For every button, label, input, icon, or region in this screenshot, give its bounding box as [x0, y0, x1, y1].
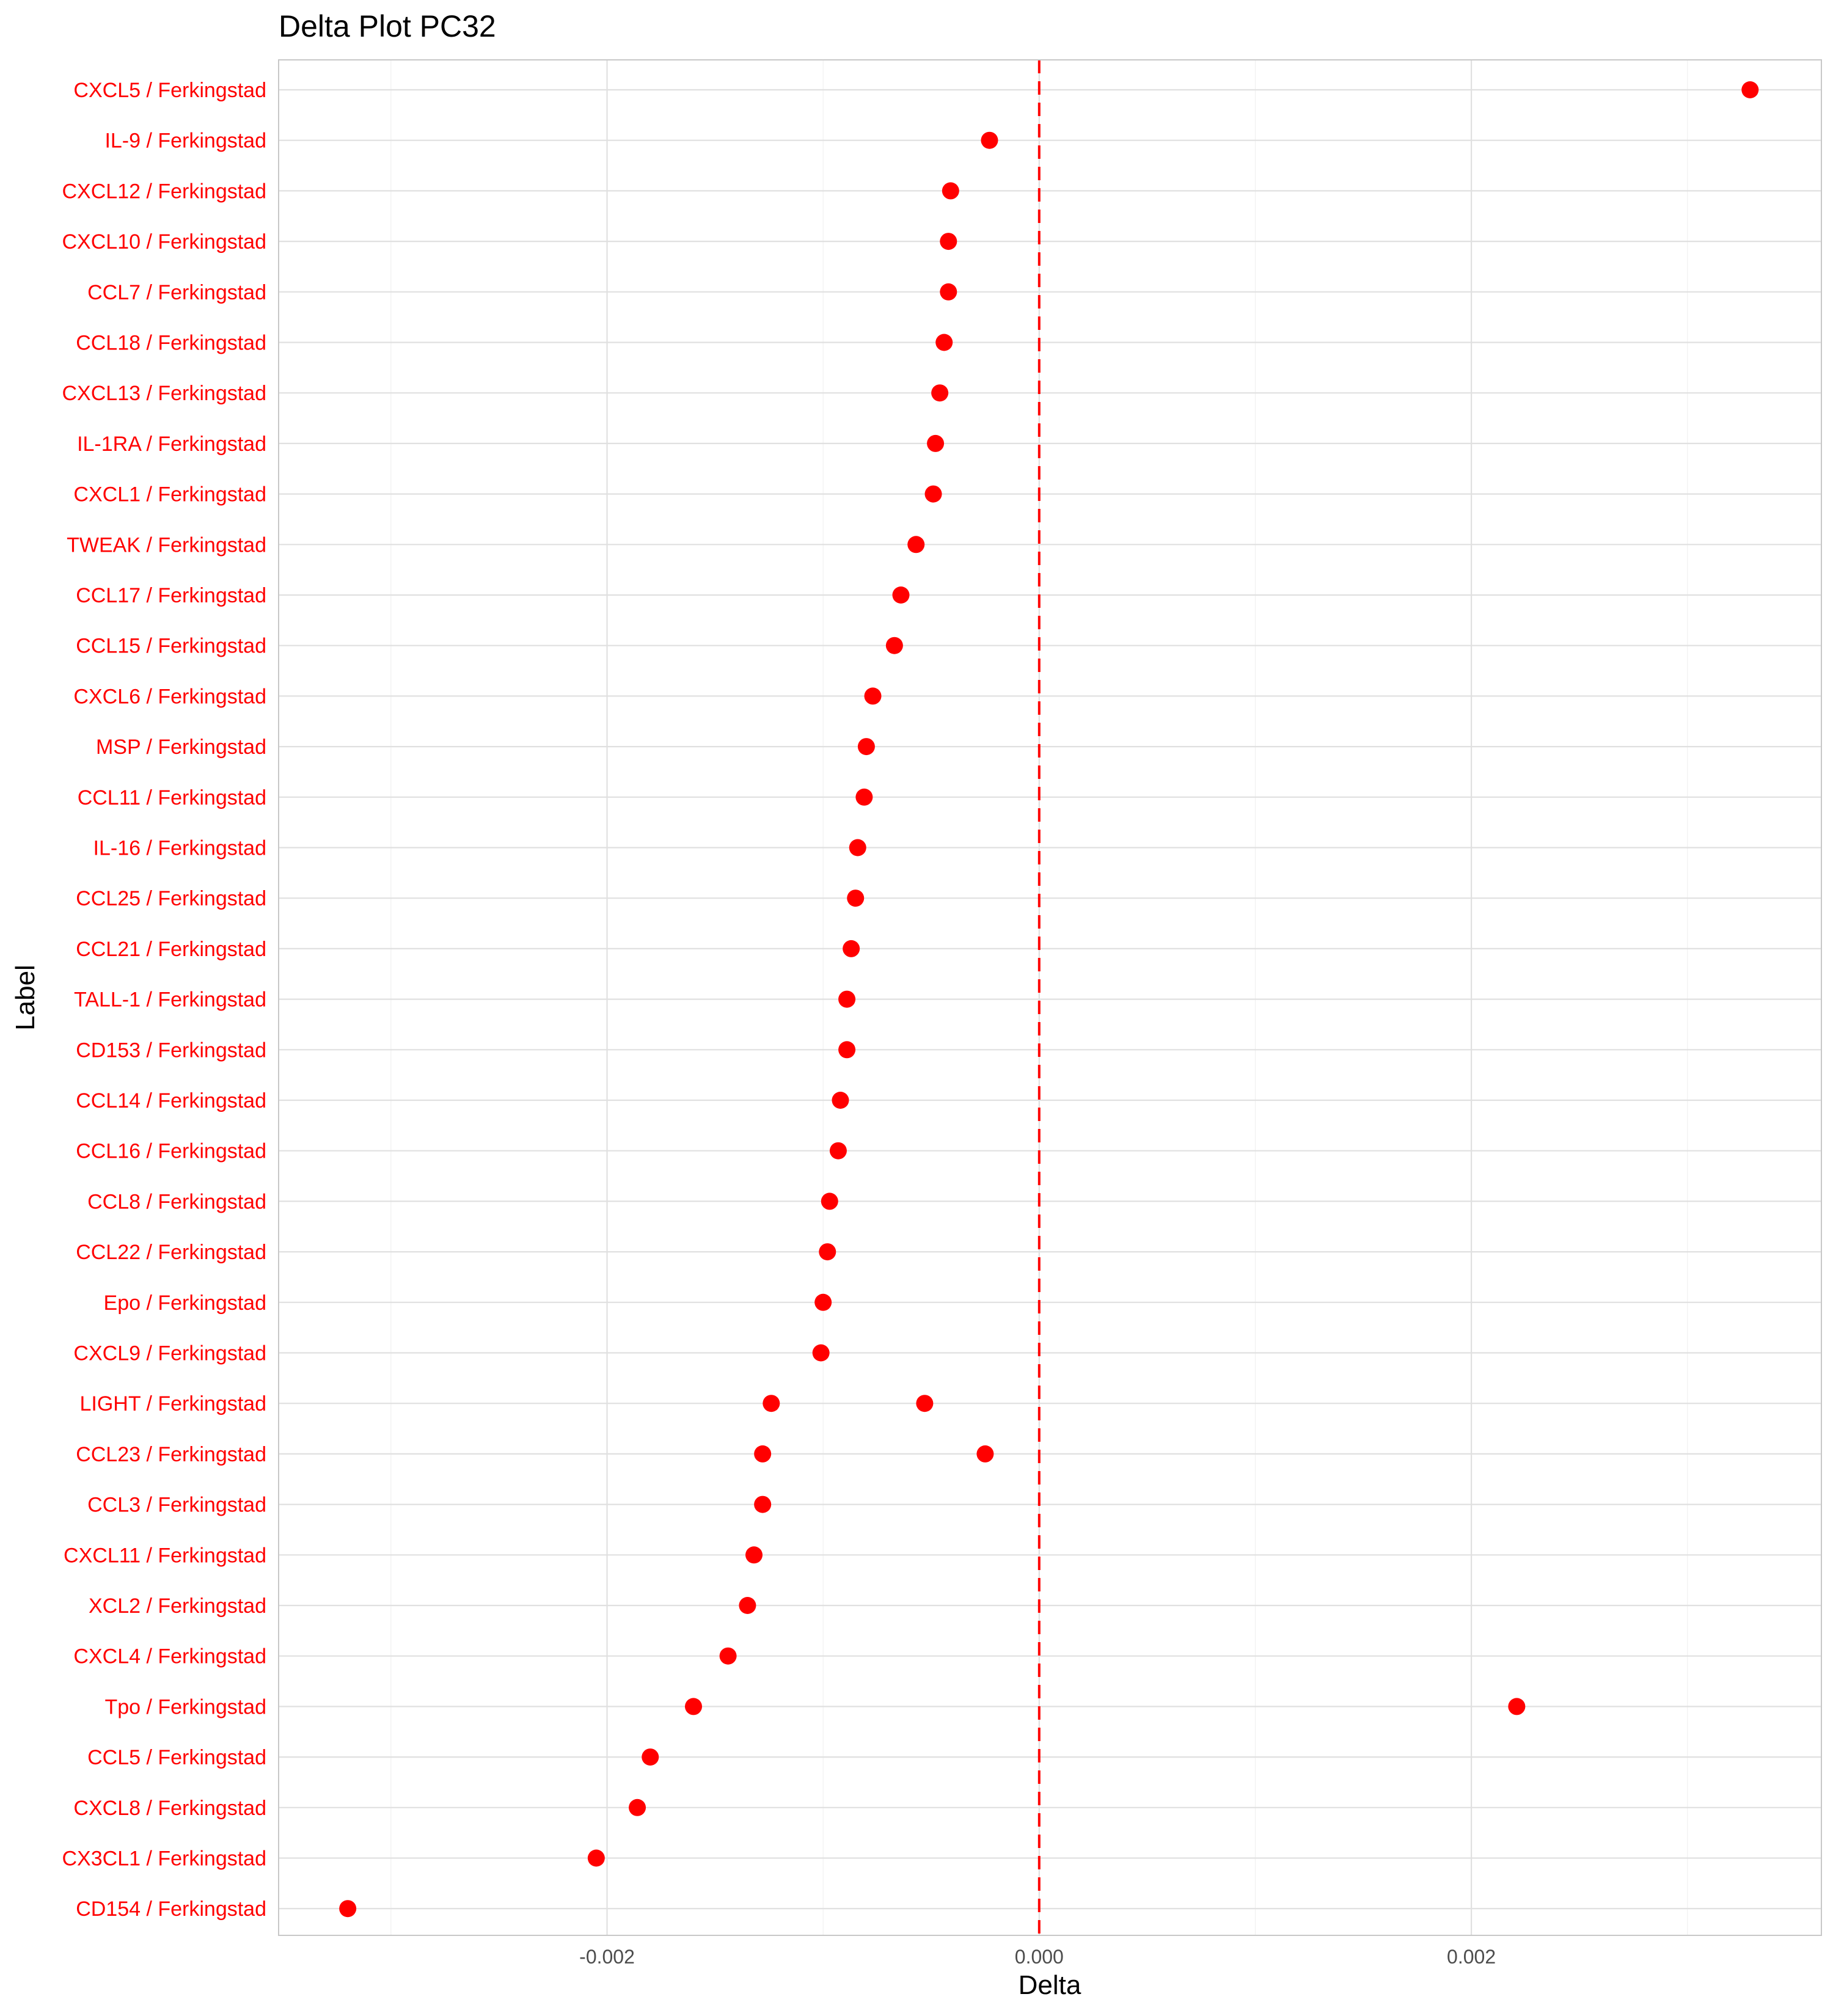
data-point — [821, 1192, 838, 1210]
data-point — [739, 1597, 756, 1614]
y-tick-label: CD154 / Ferkingstad — [76, 1897, 266, 1921]
y-tick-label: TALL-1 / Ferkingstad — [74, 988, 266, 1012]
data-point — [812, 1344, 830, 1362]
data-point — [838, 990, 856, 1008]
y-tick-label: TWEAK / Ferkingstad — [67, 533, 266, 557]
y-tick-label: CCL11 / Ferkingstad — [78, 786, 266, 809]
data-point — [940, 233, 957, 250]
y-tick-label: CCL22 / Ferkingstad — [76, 1241, 266, 1264]
y-axis-title: Label — [10, 965, 40, 1031]
data-point — [849, 839, 866, 856]
data-point — [629, 1799, 646, 1816]
data-point — [857, 738, 875, 756]
y-tick-label: CCL14 / Ferkingstad — [76, 1089, 266, 1112]
y-tick-label: Tpo / Ferkingstad — [104, 1695, 266, 1718]
data-point — [843, 940, 860, 957]
panel-border — [278, 59, 1822, 1936]
data-point — [719, 1647, 737, 1665]
x-tick-label: -0.002 — [579, 1946, 635, 1968]
x-tick-label: 0.002 — [1447, 1946, 1496, 1968]
y-axis-tick-labels: CXCL5 / Ferkingstad IL-9 / Ferkingstad CXC… — [62, 79, 267, 1921]
y-tick-label: CCL18 / Ferkingstad — [76, 332, 266, 355]
data-point — [754, 1496, 772, 1513]
data-point — [931, 384, 949, 402]
data-point — [855, 788, 873, 806]
data-point — [754, 1445, 772, 1463]
y-tick-label: CCL15 / Ferkingstad — [76, 635, 266, 658]
data-point — [587, 1849, 605, 1867]
y-tick-label: CCL21 / Ferkingstad — [76, 938, 266, 961]
data-point — [838, 1041, 856, 1059]
y-tick-label: CXCL13 / Ferkingstad — [62, 382, 267, 405]
data-point — [829, 1142, 847, 1160]
data-point — [924, 485, 942, 503]
y-tick-label: CCL23 / Ferkingstad — [76, 1443, 266, 1466]
data-point — [935, 334, 953, 351]
data-point — [916, 1395, 934, 1412]
x-axis-tick-labels: -0.002 0.000 0.002 — [579, 1946, 1496, 1968]
y-tick-label: CXCL4 / Ferkingstad — [73, 1645, 266, 1668]
points-layer — [339, 81, 1759, 1918]
chart-title: Delta Plot PC32 — [279, 9, 496, 43]
y-tick-label: CCL3 / Ferkingstad — [87, 1494, 266, 1517]
y-tick-label: CXCL8 / Ferkingstad — [73, 1797, 266, 1820]
data-point — [907, 536, 925, 553]
data-point — [763, 1395, 780, 1412]
data-point — [814, 1293, 832, 1311]
data-point — [819, 1243, 836, 1261]
y-tick-label: CCL25 / Ferkingstad — [76, 887, 266, 910]
data-point — [339, 1900, 357, 1918]
y-tick-label: IL-9 / Ferkingstad — [104, 130, 266, 153]
y-tick-label: CCL5 / Ferkingstad — [87, 1746, 266, 1769]
data-point — [892, 586, 910, 604]
data-point — [642, 1748, 659, 1766]
y-tick-label: CXCL6 / Ferkingstad — [73, 685, 266, 708]
grid-layer — [279, 60, 1821, 1935]
y-tick-label: CXCL5 / Ferkingstad — [73, 79, 266, 102]
y-tick-label: CX3CL1 / Ferkingstad — [62, 1847, 267, 1871]
y-tick-label: LIGHT / Ferkingstad — [80, 1392, 267, 1415]
y-tick-label: CCL8 / Ferkingstad — [87, 1190, 266, 1213]
x-tick-label: 0.000 — [1015, 1946, 1064, 1968]
y-tick-label: IL-16 / Ferkingstad — [93, 837, 266, 860]
data-point — [940, 283, 957, 301]
y-tick-label: CXCL9 / Ferkingstad — [73, 1342, 266, 1365]
data-point — [864, 687, 882, 705]
y-tick-label: XCL2 / Ferkingstad — [89, 1594, 266, 1618]
y-tick-label: Epo / Ferkingstad — [104, 1291, 266, 1315]
data-point — [976, 1445, 994, 1463]
y-tick-label: CCL17 / Ferkingstad — [76, 584, 266, 607]
y-tick-label: CXCL10 / Ferkingstad — [62, 230, 267, 254]
y-tick-label: CXCL12 / Ferkingstad — [62, 180, 267, 203]
data-point — [981, 131, 998, 149]
data-point — [1508, 1698, 1526, 1715]
data-point — [885, 637, 903, 654]
x-axis-title: Delta — [1019, 1970, 1081, 2000]
y-tick-label: IL-1RA / Ferkingstad — [77, 433, 266, 456]
data-point — [745, 1546, 763, 1564]
y-tick-label: CD153 / Ferkingstad — [76, 1039, 266, 1062]
data-point — [847, 889, 865, 907]
y-tick-label: CCL16 / Ferkingstad — [76, 1140, 266, 1163]
y-tick-label: CXCL1 / Ferkingstad — [73, 483, 266, 506]
y-tick-label: MSP / Ferkingstad — [96, 736, 266, 759]
data-point — [942, 182, 959, 200]
y-tick-label: CCL7 / Ferkingstad — [87, 281, 266, 304]
data-point — [832, 1092, 849, 1109]
y-tick-label: CXCL11 / Ferkingstad — [64, 1544, 266, 1567]
data-point — [684, 1698, 702, 1715]
data-point — [927, 434, 945, 452]
data-point — [1741, 81, 1759, 98]
